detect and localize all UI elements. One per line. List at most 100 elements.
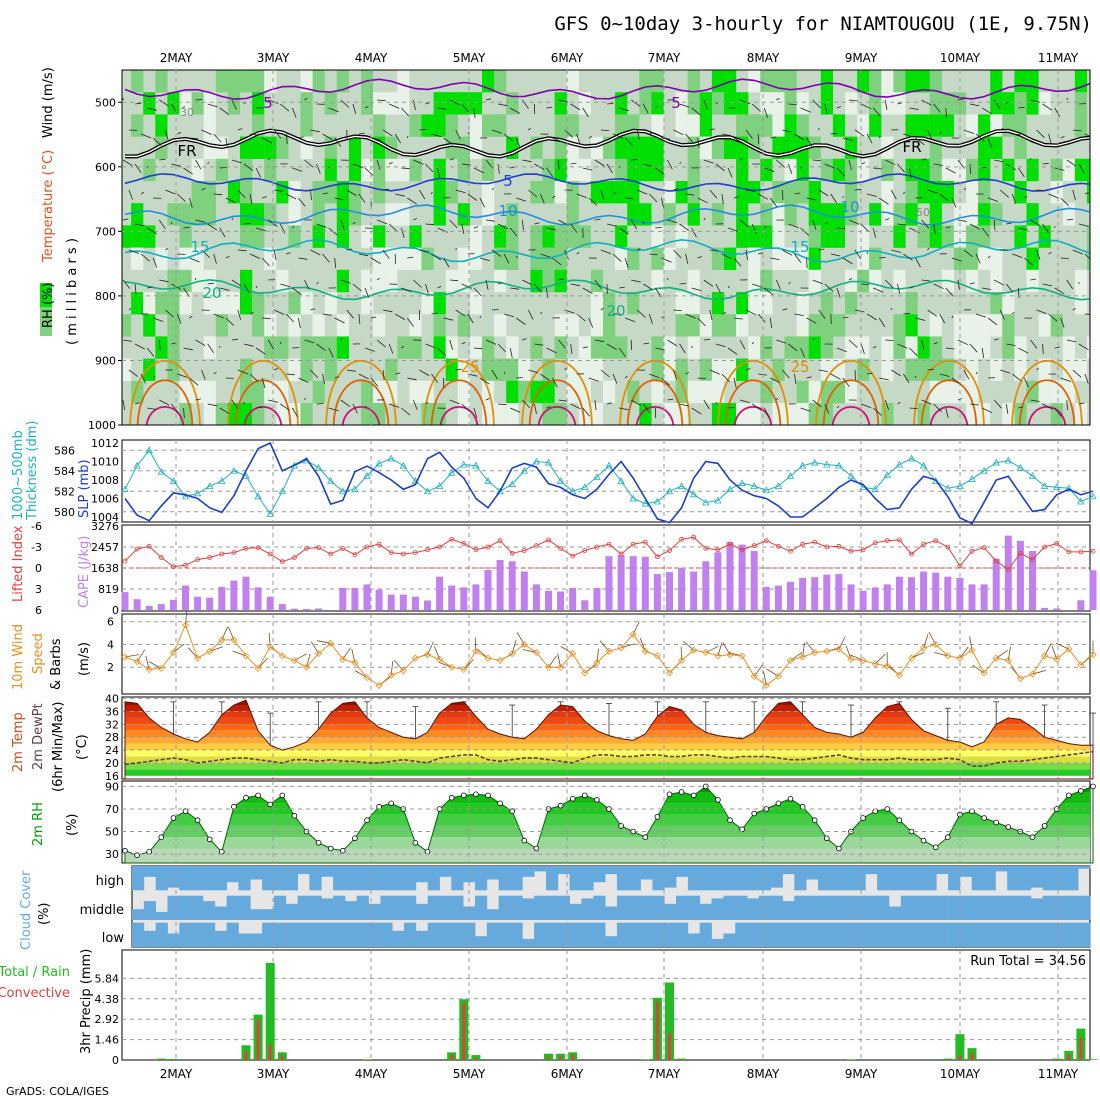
wind-barb — [764, 225, 767, 229]
cloud-cell-high — [1030, 866, 1044, 888]
low-level-contour — [332, 379, 390, 425]
rh-cell — [542, 269, 555, 293]
rh-cell — [155, 247, 168, 270]
wind-barb — [600, 129, 610, 131]
temp2m-band — [125, 743, 1090, 750]
li-point — [521, 548, 527, 553]
precip-total-bar — [1088, 1059, 1098, 1060]
wind-barb — [564, 367, 567, 371]
rh-cell — [796, 292, 809, 315]
wind-barb — [443, 317, 454, 321]
wind-barb — [171, 163, 182, 167]
rh2m-point — [206, 836, 213, 843]
cape-tick-label: 2457 — [91, 541, 119, 554]
rh-cell — [167, 336, 180, 359]
wind-barb — [927, 247, 930, 251]
wind-barb — [873, 287, 884, 293]
wind-barb — [830, 193, 837, 204]
wind-barb — [388, 343, 394, 354]
cloud-cell-low — [1042, 922, 1055, 947]
low-level-contour — [227, 360, 299, 425]
rh-cell — [724, 314, 737, 337]
wind-barb — [594, 399, 597, 411]
cloud-cell-low — [605, 936, 618, 947]
wind-barb — [1084, 192, 1089, 195]
wind-barb — [867, 372, 873, 375]
wind-barb — [552, 195, 556, 199]
rh-cell — [203, 114, 216, 137]
wind-barb — [576, 193, 587, 199]
rh2m-point — [1041, 823, 1048, 829]
thickness-point — [665, 487, 674, 495]
rh-cell — [348, 181, 362, 204]
cloud-cell-high — [758, 866, 771, 891]
wind-barb — [358, 193, 366, 203]
wind-barb — [128, 189, 133, 200]
wind-barb — [788, 163, 793, 174]
wind-barb — [667, 398, 674, 401]
cloud-cell-low — [155, 922, 168, 947]
cape-bar — [908, 577, 915, 610]
rh-cell — [893, 269, 906, 293]
wind-barb — [794, 133, 805, 141]
cloud-cell-low — [510, 922, 523, 947]
cape-bar — [387, 594, 395, 610]
wind-barb — [401, 287, 412, 293]
cape-bar — [629, 556, 637, 610]
wind-barb — [509, 227, 518, 237]
cloud-cell-middle — [1054, 895, 1067, 920]
bottom-date-label: 6MAY — [551, 1067, 584, 1081]
wind-barb — [606, 223, 617, 227]
wind10-point — [121, 653, 129, 661]
cloud-cell-low — [356, 922, 369, 947]
rh2m-band — [125, 825, 1090, 838]
wind-barb — [818, 369, 828, 372]
wind-barb — [261, 257, 270, 267]
wind-barb — [425, 401, 429, 405]
li-point — [1078, 549, 1084, 555]
li-tick-label: -6 — [31, 520, 42, 533]
cloud-cell-middle — [226, 895, 239, 920]
contour-label: 15 — [790, 238, 809, 256]
wind-barb — [1024, 137, 1035, 143]
rh-cell — [1026, 203, 1039, 226]
cloud-cell-high — [794, 866, 807, 891]
rh-cell — [675, 114, 688, 137]
precip-convective-bar — [171, 1059, 175, 1060]
wind10-point — [133, 657, 141, 666]
cape-bar — [980, 584, 988, 610]
rh-cell — [590, 314, 604, 337]
rh-cell — [122, 358, 132, 381]
wind10-point — [786, 656, 795, 664]
wind-barb — [213, 133, 222, 143]
wind-barb — [721, 133, 732, 136]
rh-cell — [748, 181, 761, 204]
rh2m-point — [170, 815, 177, 821]
rh-cell — [687, 158, 700, 182]
rh-cell — [857, 225, 870, 248]
wind-barb — [473, 107, 476, 119]
contour-label: 15 — [190, 238, 209, 256]
wind-barb — [310, 189, 312, 201]
wind-barb — [207, 103, 218, 108]
thickness-point — [556, 477, 565, 484]
rh-cell — [215, 292, 228, 315]
li-point — [969, 548, 975, 554]
wind-barb — [213, 253, 217, 264]
rh-cell — [300, 403, 313, 425]
wind-barb — [661, 137, 671, 140]
cloud-cell-high — [983, 866, 996, 891]
rh-cell — [784, 92, 797, 115]
cloud-cell-high — [297, 866, 310, 875]
li-point — [667, 548, 672, 553]
li-point — [183, 562, 188, 568]
rh2m-point — [194, 817, 201, 823]
cape-bar — [581, 600, 589, 610]
li-point — [497, 538, 503, 544]
cloud-cell-middle — [888, 906, 902, 920]
rh-cell — [760, 114, 773, 137]
wind-barb — [673, 249, 682, 259]
wind-barb — [1024, 257, 1034, 266]
wind-barb — [213, 193, 223, 196]
rh-cell — [784, 181, 797, 204]
